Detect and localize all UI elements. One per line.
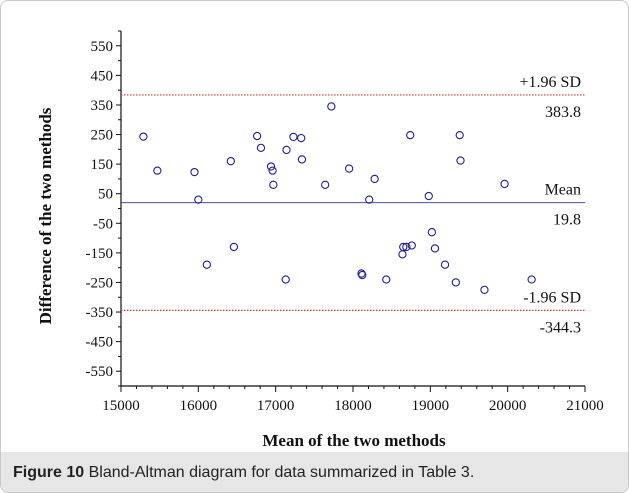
caption-prefix: Figure 10 [13, 464, 85, 481]
data-point [398, 250, 407, 259]
x-tick-label: 16000 [180, 398, 218, 414]
data-point [430, 244, 440, 253]
mean-label: Mean [545, 182, 581, 199]
x-tick-label: 21000 [566, 398, 604, 414]
lower_limit-label: -1.96 SD [523, 289, 581, 306]
data-point [139, 132, 148, 141]
data-point [256, 143, 266, 153]
y-tick-label: 250 [91, 128, 114, 144]
data-point [282, 145, 291, 155]
data-point [399, 242, 408, 252]
data-point [382, 275, 391, 284]
data-point [194, 195, 203, 204]
data-point [252, 131, 262, 141]
data-point [365, 195, 374, 204]
data-point [266, 162, 276, 171]
data-point [451, 278, 461, 287]
data-point [153, 166, 162, 175]
data-point [268, 166, 277, 175]
data-point [500, 179, 509, 189]
data-point [427, 228, 437, 237]
data-point [407, 241, 416, 250]
lower_limit-value-label: -344.3 [540, 319, 581, 336]
data-point [269, 180, 278, 189]
data-point [424, 191, 433, 201]
x-tick-label: 19000 [412, 398, 450, 414]
data-point [281, 275, 290, 284]
data-points [139, 102, 536, 295]
y-tick-label: 450 [91, 68, 114, 84]
caption-text: Bland-Altman diagram for data summarized… [88, 464, 475, 481]
data-point [226, 157, 235, 166]
x-axis-label: Mean of the two methods [262, 431, 446, 450]
data-point [440, 260, 450, 269]
caption-bar: Figure 10 Bland-Altman diagram for data … [1, 452, 628, 492]
data-point [455, 130, 464, 140]
y-tick-label: 150 [91, 157, 114, 173]
x-tick-label: 17000 [257, 398, 295, 414]
data-point [358, 270, 367, 280]
reference-lines: +1.96 SD 383.8 Mean 19.8 -1.96 SD -344.3 [121, 74, 585, 336]
y-tick-label: 50 [98, 187, 113, 203]
data-point [229, 242, 239, 252]
data-point [480, 285, 489, 295]
figure-caption: Figure 10 Bland-Altman diagram for data … [13, 464, 474, 482]
axes: 550 450 350 250 150 50 -50 -150 -250 -350 -450 -550… [86, 30, 604, 414]
data-point [344, 164, 354, 173]
y-tick-label: -150 [86, 246, 114, 262]
x-tick-label: 15000 [102, 398, 140, 414]
y-tick-label: -450 [86, 335, 114, 351]
x-tick-label: 18000 [334, 398, 372, 414]
y-tick-label: 550 [91, 39, 114, 55]
data-point [327, 102, 336, 111]
data-point [297, 133, 306, 143]
data-point [202, 260, 211, 269]
data-point [456, 156, 465, 165]
data-point [402, 242, 411, 252]
upper_limit-label: +1.96 SD [520, 74, 581, 91]
y-tick-label: -350 [86, 305, 114, 321]
y-tick-label: 350 [91, 98, 114, 114]
y-tick-label: -250 [86, 275, 114, 291]
y-axis-label: Difference of the two methods [36, 107, 55, 324]
mean-value-label: 19.8 [553, 212, 581, 229]
data-point [289, 132, 298, 142]
bland-altman-chart: 550 450 350 250 150 50 -50 -150 -250 -350 -450 -550… [36, 30, 604, 450]
data-point [370, 174, 379, 184]
x-tick-label: 20000 [489, 398, 527, 414]
upper_limit-value-label: 383.8 [545, 104, 581, 121]
data-point [297, 155, 307, 164]
data-point [321, 180, 330, 189]
data-point [527, 275, 536, 284]
data-point [190, 167, 199, 177]
data-point [406, 130, 415, 140]
y-tick-label: -50 [93, 216, 113, 232]
y-tick-label: -550 [86, 364, 114, 380]
